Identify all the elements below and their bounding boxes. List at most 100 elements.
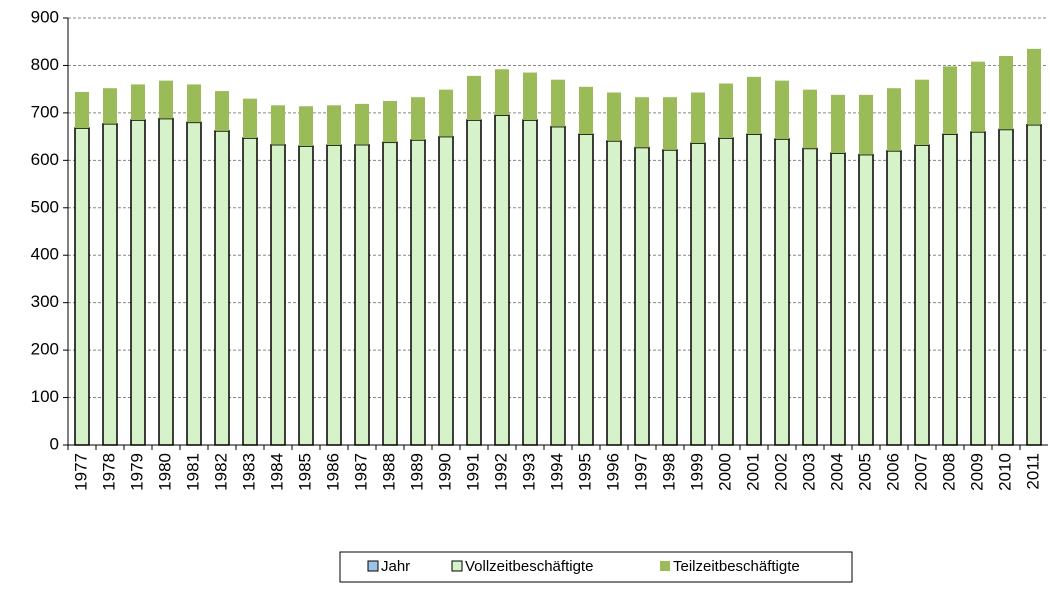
x-tick-label: 1994 [547, 453, 566, 491]
bar-segment [579, 86, 593, 135]
bar-segment [355, 103, 369, 145]
bar-segment [550, 125, 566, 446]
bar-segment [383, 101, 397, 143]
x-tick-label: 1982 [211, 453, 230, 491]
legend-label: Vollzeitbeschäftigte [465, 558, 593, 575]
bar-segment [831, 94, 845, 154]
bar-segment [102, 123, 118, 446]
bar-segment [859, 94, 873, 155]
y-tick-label: 700 [31, 102, 59, 121]
x-tick-label: 2009 [967, 453, 986, 491]
bar-segment [747, 76, 761, 135]
x-tick-label: 2000 [715, 453, 734, 491]
y-tick-label: 400 [31, 245, 59, 264]
bar-segment [187, 84, 201, 123]
x-tick-label: 1998 [659, 453, 678, 491]
bar-segment [914, 144, 930, 446]
bar-segment [802, 147, 818, 446]
bar-segment [130, 119, 146, 446]
y-tick-label: 800 [31, 55, 59, 74]
legend-swatch [451, 560, 463, 572]
y-tick-label: 900 [31, 7, 59, 26]
bar-segment [858, 153, 874, 446]
x-tick-label: 1977 [71, 453, 90, 491]
bar-segment [775, 80, 789, 139]
x-tick-label: 2007 [911, 453, 930, 491]
bar-segment [999, 55, 1013, 130]
bar-segment [438, 135, 454, 446]
x-tick-label: 2011 [1023, 453, 1042, 490]
x-tick-label: 1983 [239, 453, 258, 491]
x-tick-label: 1979 [127, 453, 146, 491]
bar-segment [495, 69, 509, 116]
x-tick-label: 1992 [491, 453, 510, 491]
bar-segment [578, 133, 594, 446]
bar-segment [942, 133, 958, 446]
bar-segment [271, 105, 285, 145]
x-tick-label: 1991 [463, 453, 482, 491]
y-tick-label: 0 [50, 434, 59, 453]
x-tick-label: 1985 [295, 453, 314, 491]
bar-segment [75, 92, 89, 129]
x-tick-label: 1990 [435, 453, 454, 491]
bar-segment [466, 119, 482, 446]
bar-segment [299, 106, 313, 147]
x-tick-label: 2001 [743, 453, 762, 491]
x-tick-label: 2010 [995, 453, 1014, 491]
bar-segment [522, 119, 538, 446]
bar-segment [746, 133, 762, 446]
bar-segment [887, 88, 901, 151]
bar-segment [915, 79, 929, 146]
x-tick-label: 1997 [631, 453, 650, 491]
x-tick-label: 1999 [687, 453, 706, 491]
bar-segment [439, 89, 453, 137]
bar-segment [326, 144, 342, 446]
legend-label: Jahr [381, 558, 410, 575]
x-tick-label: 1978 [99, 453, 118, 491]
bar-segment [607, 92, 621, 141]
bar-segment [691, 92, 705, 144]
bar-segment [998, 128, 1014, 446]
legend-swatch [660, 561, 670, 571]
legend-label: Teilzeitbeschäftigte [673, 558, 800, 575]
bar-segment [327, 105, 341, 146]
bar-segment [662, 149, 678, 446]
bar-segment [886, 150, 902, 446]
bar-segment [74, 127, 90, 446]
bar-segment [411, 97, 425, 140]
bar-segment [1027, 48, 1041, 125]
bar-segment [354, 143, 370, 446]
x-tick-label: 1981 [183, 453, 202, 491]
x-tick-label: 1984 [267, 453, 286, 491]
bar-segment [382, 141, 398, 446]
bar-segment [215, 91, 229, 131]
bar-segment [494, 114, 510, 446]
bar-segment [943, 66, 957, 135]
x-tick-label: 1988 [379, 453, 398, 491]
bar-segment [774, 138, 790, 446]
x-tick-label: 2005 [855, 453, 874, 491]
x-tick-label: 2003 [799, 453, 818, 491]
bar-segment [410, 139, 426, 446]
bar-segment [186, 121, 202, 446]
bar-segment [158, 117, 174, 446]
x-tick-label: 2006 [883, 453, 902, 491]
x-tick-label: 2002 [771, 453, 790, 491]
bar-segment [690, 142, 706, 446]
x-tick-label: 1987 [351, 453, 370, 491]
x-tick-label: 1995 [575, 453, 594, 491]
bar-segment [243, 98, 257, 139]
x-tick-label: 1993 [519, 453, 538, 491]
x-tick-label: 1989 [407, 453, 426, 491]
y-tick-label: 600 [31, 150, 59, 169]
bar-segment [298, 145, 314, 446]
legend-box [339, 551, 853, 583]
x-tick-label: 1986 [323, 453, 342, 491]
legend-swatch [367, 560, 379, 572]
x-tick-label: 2008 [939, 453, 958, 491]
y-tick-label: 200 [31, 340, 59, 359]
bar-segment [606, 140, 622, 446]
bar-segment [214, 130, 230, 446]
bar-segment [971, 61, 985, 132]
